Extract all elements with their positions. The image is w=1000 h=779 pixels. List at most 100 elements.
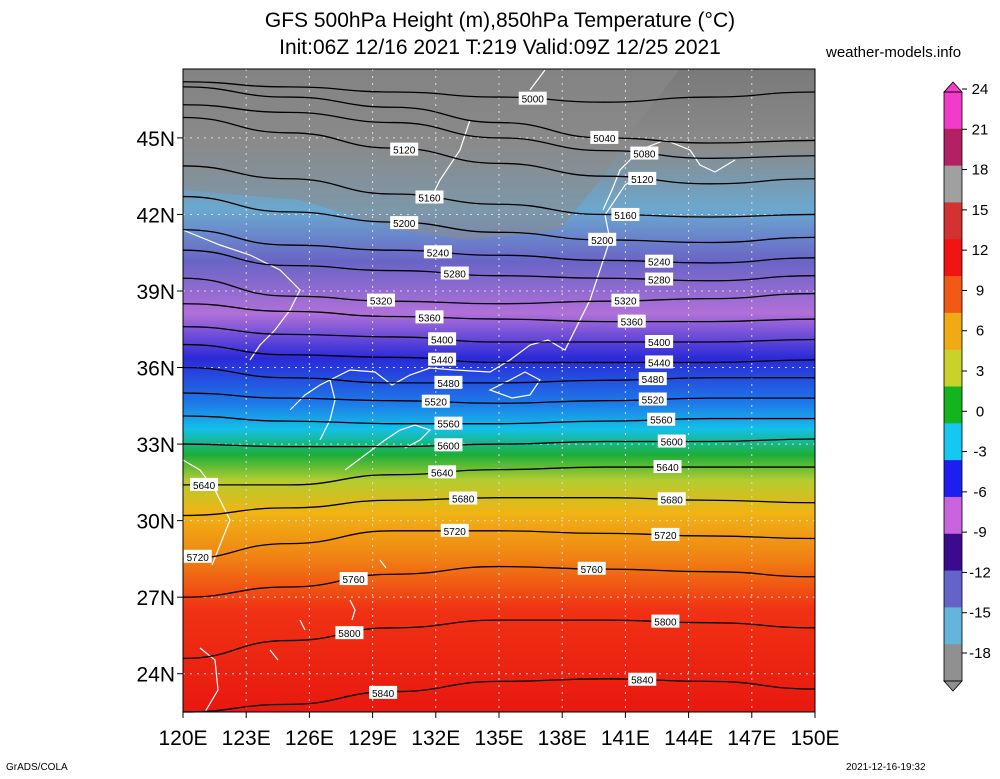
contour-label-box — [611, 207, 640, 221]
contour-label: 5280 — [648, 276, 671, 287]
height-contour-line — [182, 392, 815, 404]
longitude-label: 144E — [664, 727, 713, 750]
height-contour-line — [182, 104, 816, 159]
contour-label: 5040 — [593, 134, 616, 145]
contour-label: 5400 — [648, 338, 671, 349]
colorbar-label: 12 — [972, 242, 989, 259]
contour-label-box — [653, 460, 682, 474]
contour-label-box — [651, 527, 680, 541]
contour-label-box — [434, 375, 463, 389]
contour-label-box — [518, 91, 547, 105]
colorbar-segment — [944, 423, 962, 461]
contour-label: 5440 — [648, 358, 671, 369]
contour-label-box — [645, 254, 674, 268]
contour-label: 5280 — [444, 270, 467, 281]
contour-label: 5160 — [614, 211, 637, 222]
contour-label-box — [590, 130, 619, 144]
colorbar-segment — [944, 276, 962, 314]
contour-label-box — [449, 491, 478, 505]
colorbar-segment — [944, 312, 962, 351]
contour-label: 5720 — [654, 531, 677, 542]
contour-label-box — [588, 232, 617, 246]
colorbar-segment — [944, 570, 962, 608]
contour-label-box — [638, 392, 667, 406]
contour-label: 5640 — [431, 468, 454, 479]
colorbar-label: 6 — [976, 323, 984, 340]
contour-label-box — [645, 355, 674, 369]
contour-label-box — [390, 216, 419, 230]
longitude-label: 147E — [727, 727, 776, 750]
colorbar-label: 21 — [972, 121, 989, 138]
contour-label-box — [428, 332, 457, 346]
height-contour-line — [182, 326, 816, 343]
contour-label-box — [390, 142, 419, 156]
longitude-label: 123E — [222, 727, 271, 750]
longitude-label: 150E — [790, 727, 839, 750]
contour-label: 5560 — [437, 420, 460, 431]
contour-label: 5800 — [338, 629, 361, 640]
contour-label-box — [645, 272, 674, 286]
contour-label-box — [428, 352, 457, 366]
longitude-labels: 120E 123E 126E 129E 132E 135E 138E 141E 144E 147E… — [158, 712, 840, 750]
colorbar-segment — [944, 92, 962, 130]
contour-label-box — [423, 245, 452, 259]
height-contour-line — [182, 249, 816, 282]
height-contour-line — [182, 619, 816, 660]
contour-label-box — [611, 293, 640, 307]
longitude-label: 132E — [411, 727, 460, 750]
colorbar-segment — [944, 386, 962, 424]
colorbar-segment — [944, 128, 962, 167]
contour-label-box — [577, 561, 606, 575]
colorbar-segment — [944, 165, 962, 203]
colorbar-bottom-arrow — [943, 680, 963, 692]
longitude-label: 129E — [348, 727, 397, 750]
contour-label-box — [339, 572, 368, 586]
contour-label-box — [421, 394, 450, 408]
height-contour-line — [182, 195, 816, 244]
colorbar-segment — [944, 644, 962, 682]
contour-label-box — [415, 190, 444, 204]
contour-label: 5600 — [437, 441, 460, 452]
contour-label: 5200 — [393, 219, 416, 230]
contour-label-box — [630, 146, 659, 160]
contour-label-box — [440, 266, 469, 280]
contour-label-box — [434, 438, 463, 452]
contour-label-box — [628, 171, 657, 185]
contour-label-box — [645, 335, 674, 349]
colorbar-label: 15 — [972, 202, 989, 219]
height-contour-line — [183, 466, 816, 486]
latitude-label: 39N — [136, 281, 175, 304]
height-contour-line — [182, 530, 816, 560]
height-contour-line — [182, 678, 816, 713]
colorbar-label: -12 — [969, 564, 991, 581]
contour-label: 5760 — [343, 575, 366, 586]
contour-label: 5600 — [661, 438, 684, 449]
contour-label-box — [657, 434, 686, 448]
contour-label: 5080 — [633, 150, 656, 161]
colorbar-label: -6 — [973, 484, 986, 501]
height-contour-line — [182, 81, 816, 103]
height-contour-line — [182, 497, 816, 517]
footer-timestamp: 2021-12-16-19:32 — [846, 762, 926, 773]
contour-label: 5640 — [193, 481, 216, 492]
longitude-label: 126E — [285, 727, 334, 750]
contour-label-box — [183, 549, 212, 563]
height-contour-line — [182, 366, 815, 384]
contour-label: 5680 — [452, 495, 475, 506]
latitude-label: 42N — [136, 204, 175, 227]
colorbar-label: -15 — [969, 605, 991, 622]
contour-label-box — [190, 477, 219, 491]
contour-label-box — [657, 492, 686, 506]
site-name: weather-models.info — [826, 44, 962, 61]
colorbar-label: 24 — [972, 81, 989, 98]
colorbar-segment — [944, 202, 962, 240]
height-contour-line — [182, 343, 816, 364]
colorbar-label: 0 — [976, 403, 984, 420]
contour-label-box — [617, 314, 646, 328]
height-contour-line — [182, 86, 816, 144]
contour-label: 5560 — [650, 416, 673, 427]
coastlines — [182, 69, 736, 713]
contour-label: 5520 — [642, 396, 665, 407]
longitude-label: 141E — [601, 727, 650, 750]
